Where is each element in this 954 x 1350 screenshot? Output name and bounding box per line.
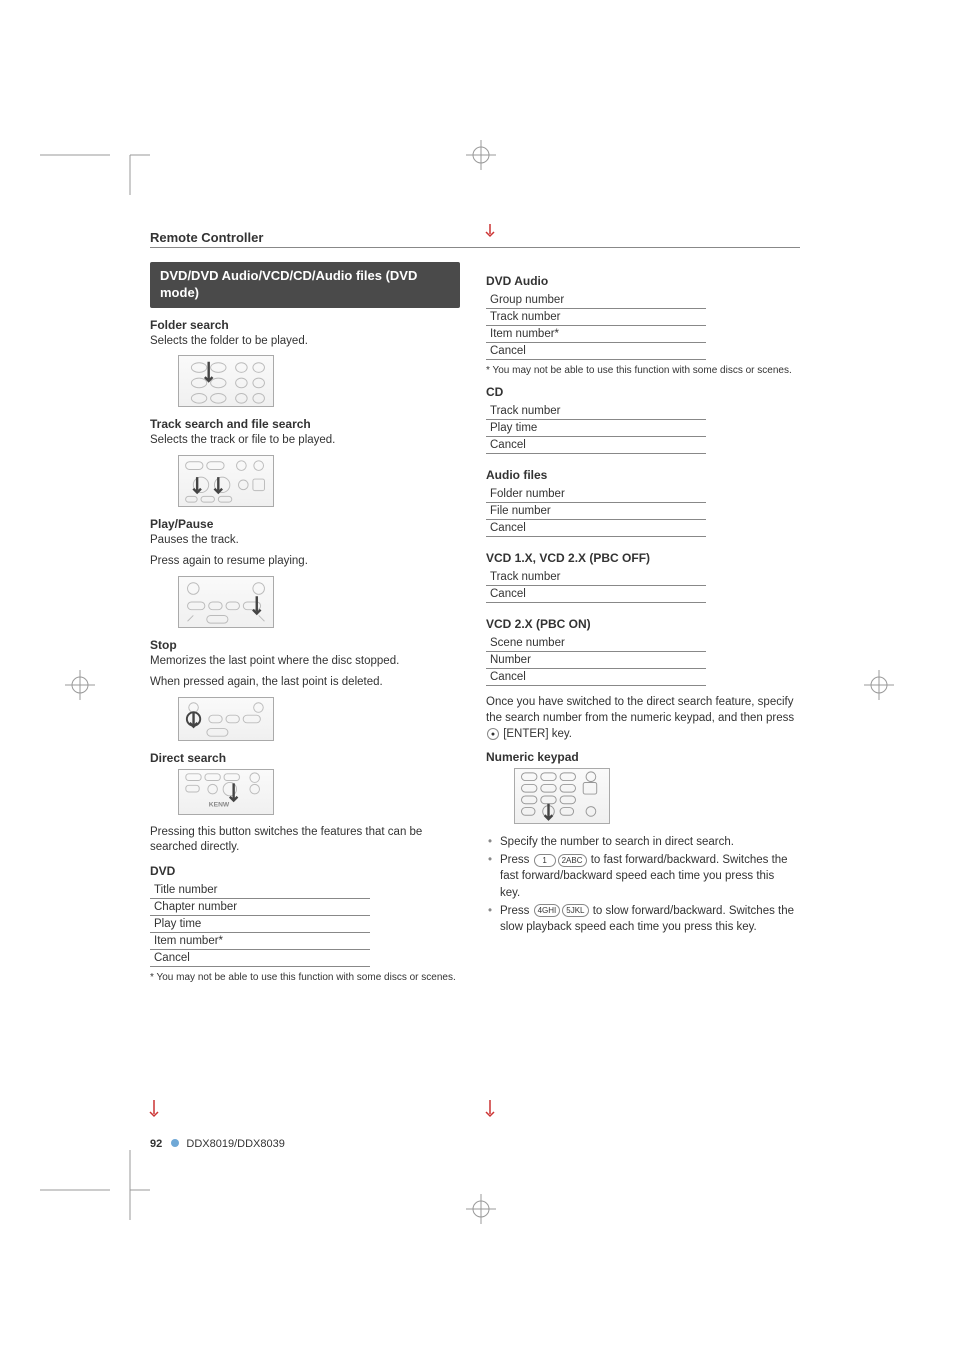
- table-row: Track number: [486, 569, 706, 586]
- table-row: Item number*: [486, 326, 706, 343]
- direct-search-explain: Once you have switched to the direct sea…: [486, 694, 796, 742]
- stop-heading: Stop: [150, 638, 460, 652]
- audio-files-table: Folder number File number Cancel: [486, 486, 706, 537]
- play-pause-desc2: Press again to resume playing.: [150, 554, 460, 570]
- table-row: Cancel: [486, 586, 706, 603]
- table-row: Item number*: [150, 932, 370, 949]
- mode-title-bar: DVD/DVD Audio/VCD/CD/Audio files (DVD mo…: [150, 262, 460, 308]
- remote-thumb-direct: KENW: [178, 769, 274, 815]
- registration-mark-bottom: [466, 1194, 496, 1224]
- crop-mark-tl: [40, 135, 150, 195]
- running-header: Remote Controller: [150, 230, 800, 248]
- keypad-5-icon: 5JKL: [562, 904, 588, 917]
- page-number: 92: [150, 1138, 162, 1150]
- registration-mark-left: [65, 670, 95, 700]
- explain-text: Once you have switched to the direct sea…: [486, 696, 794, 724]
- enter-icon: ●: [487, 728, 499, 740]
- footer-dot-icon: [171, 1139, 179, 1147]
- cd-heading: CD: [486, 385, 796, 399]
- keypad-1-icon: 1: [534, 854, 556, 867]
- footer-model: DDX8019/DDX8039: [186, 1138, 284, 1150]
- vcd-on-table: Scene number Number Cancel: [486, 635, 706, 686]
- numeric-keypad-heading: Numeric keypad: [486, 750, 796, 764]
- continue-arrow-left: [148, 1100, 160, 1120]
- bullet-item: Specify the number to search in direct s…: [486, 834, 796, 850]
- remote-thumb-track: [178, 455, 274, 507]
- stop-desc1: Memorizes the last point where the disc …: [150, 654, 460, 670]
- dvd-audio-footnote: * You may not be able to use this functi…: [486, 364, 796, 377]
- keypad-bullets: Specify the number to search in direct s…: [486, 834, 796, 935]
- table-row: Track number: [486, 403, 706, 420]
- table-row: Number: [486, 652, 706, 669]
- left-column: DVD/DVD Audio/VCD/CD/Audio files (DVD mo…: [150, 262, 460, 992]
- stop-desc2: When pressed again, the last point is de…: [150, 675, 460, 691]
- bullet-item: Press 12ABC to fast forward/backward. Sw…: [486, 852, 796, 900]
- dvd-items-table: Title number Chapter number Play time It…: [150, 882, 370, 967]
- keypad-2-icon: 2ABC: [558, 854, 587, 867]
- table-row: Cancel: [150, 949, 370, 966]
- folder-search-heading: Folder search: [150, 318, 460, 332]
- bullet-item: Press 4GHI5JKL to slow forward/backward.…: [486, 903, 796, 935]
- audio-files-heading: Audio files: [486, 468, 796, 482]
- vcd-on-heading: VCD 2.X (PBC ON): [486, 617, 796, 631]
- continue-arrow-top: [484, 224, 496, 238]
- remote-thumb-stop: [178, 697, 274, 741]
- play-pause-desc1: Pauses the track.: [150, 533, 460, 549]
- table-row: Group number: [486, 292, 706, 309]
- dvd-heading: DVD: [150, 864, 460, 878]
- continue-arrow-right: [484, 1100, 496, 1120]
- table-row: Track number: [486, 309, 706, 326]
- table-row: Title number: [150, 882, 370, 899]
- table-row: Cancel: [486, 520, 706, 537]
- vcd-off-heading: VCD 1.X, VCD 2.X (PBC OFF): [486, 551, 796, 565]
- table-row: Cancel: [486, 343, 706, 360]
- table-row: Chapter number: [150, 898, 370, 915]
- svg-text:KENW: KENW: [209, 801, 230, 808]
- dvd-audio-heading: DVD Audio: [486, 274, 796, 288]
- table-row: Play time: [150, 915, 370, 932]
- registration-mark-right: [864, 670, 894, 700]
- table-row: Folder number: [486, 486, 706, 503]
- direct-search-heading: Direct search: [150, 751, 460, 765]
- direct-search-desc: Pressing this button switches the featur…: [150, 825, 460, 856]
- table-row: Cancel: [486, 669, 706, 686]
- registration-mark-top: [466, 140, 496, 170]
- vcd-off-table: Track number Cancel: [486, 569, 706, 603]
- track-file-search-heading: Track search and file search: [150, 417, 460, 431]
- table-row: File number: [486, 503, 706, 520]
- dvd-footnote: * You may not be able to use this functi…: [150, 971, 460, 984]
- table-row: Scene number: [486, 635, 706, 652]
- dvd-audio-table: Group number Track number Item number* C…: [486, 292, 706, 360]
- crop-mark-bl: [40, 1150, 150, 1230]
- table-row: Play time: [486, 420, 706, 437]
- remote-thumb-play: [178, 576, 274, 628]
- table-row: Cancel: [486, 437, 706, 454]
- cd-table: Track number Play time Cancel: [486, 403, 706, 454]
- explain-tail: [ENTER] key.: [500, 728, 572, 740]
- remote-thumb-keypad: [514, 768, 610, 824]
- track-file-search-desc: Selects the track or file to be played.: [150, 433, 460, 449]
- keypad-4-icon: 4GHI: [534, 904, 561, 917]
- folder-search-desc: Selects the folder to be played.: [150, 334, 460, 350]
- play-pause-heading: Play/Pause: [150, 517, 460, 531]
- remote-thumb-folder: [178, 355, 274, 407]
- right-column: DVD Audio Group number Track number Item…: [486, 262, 796, 992]
